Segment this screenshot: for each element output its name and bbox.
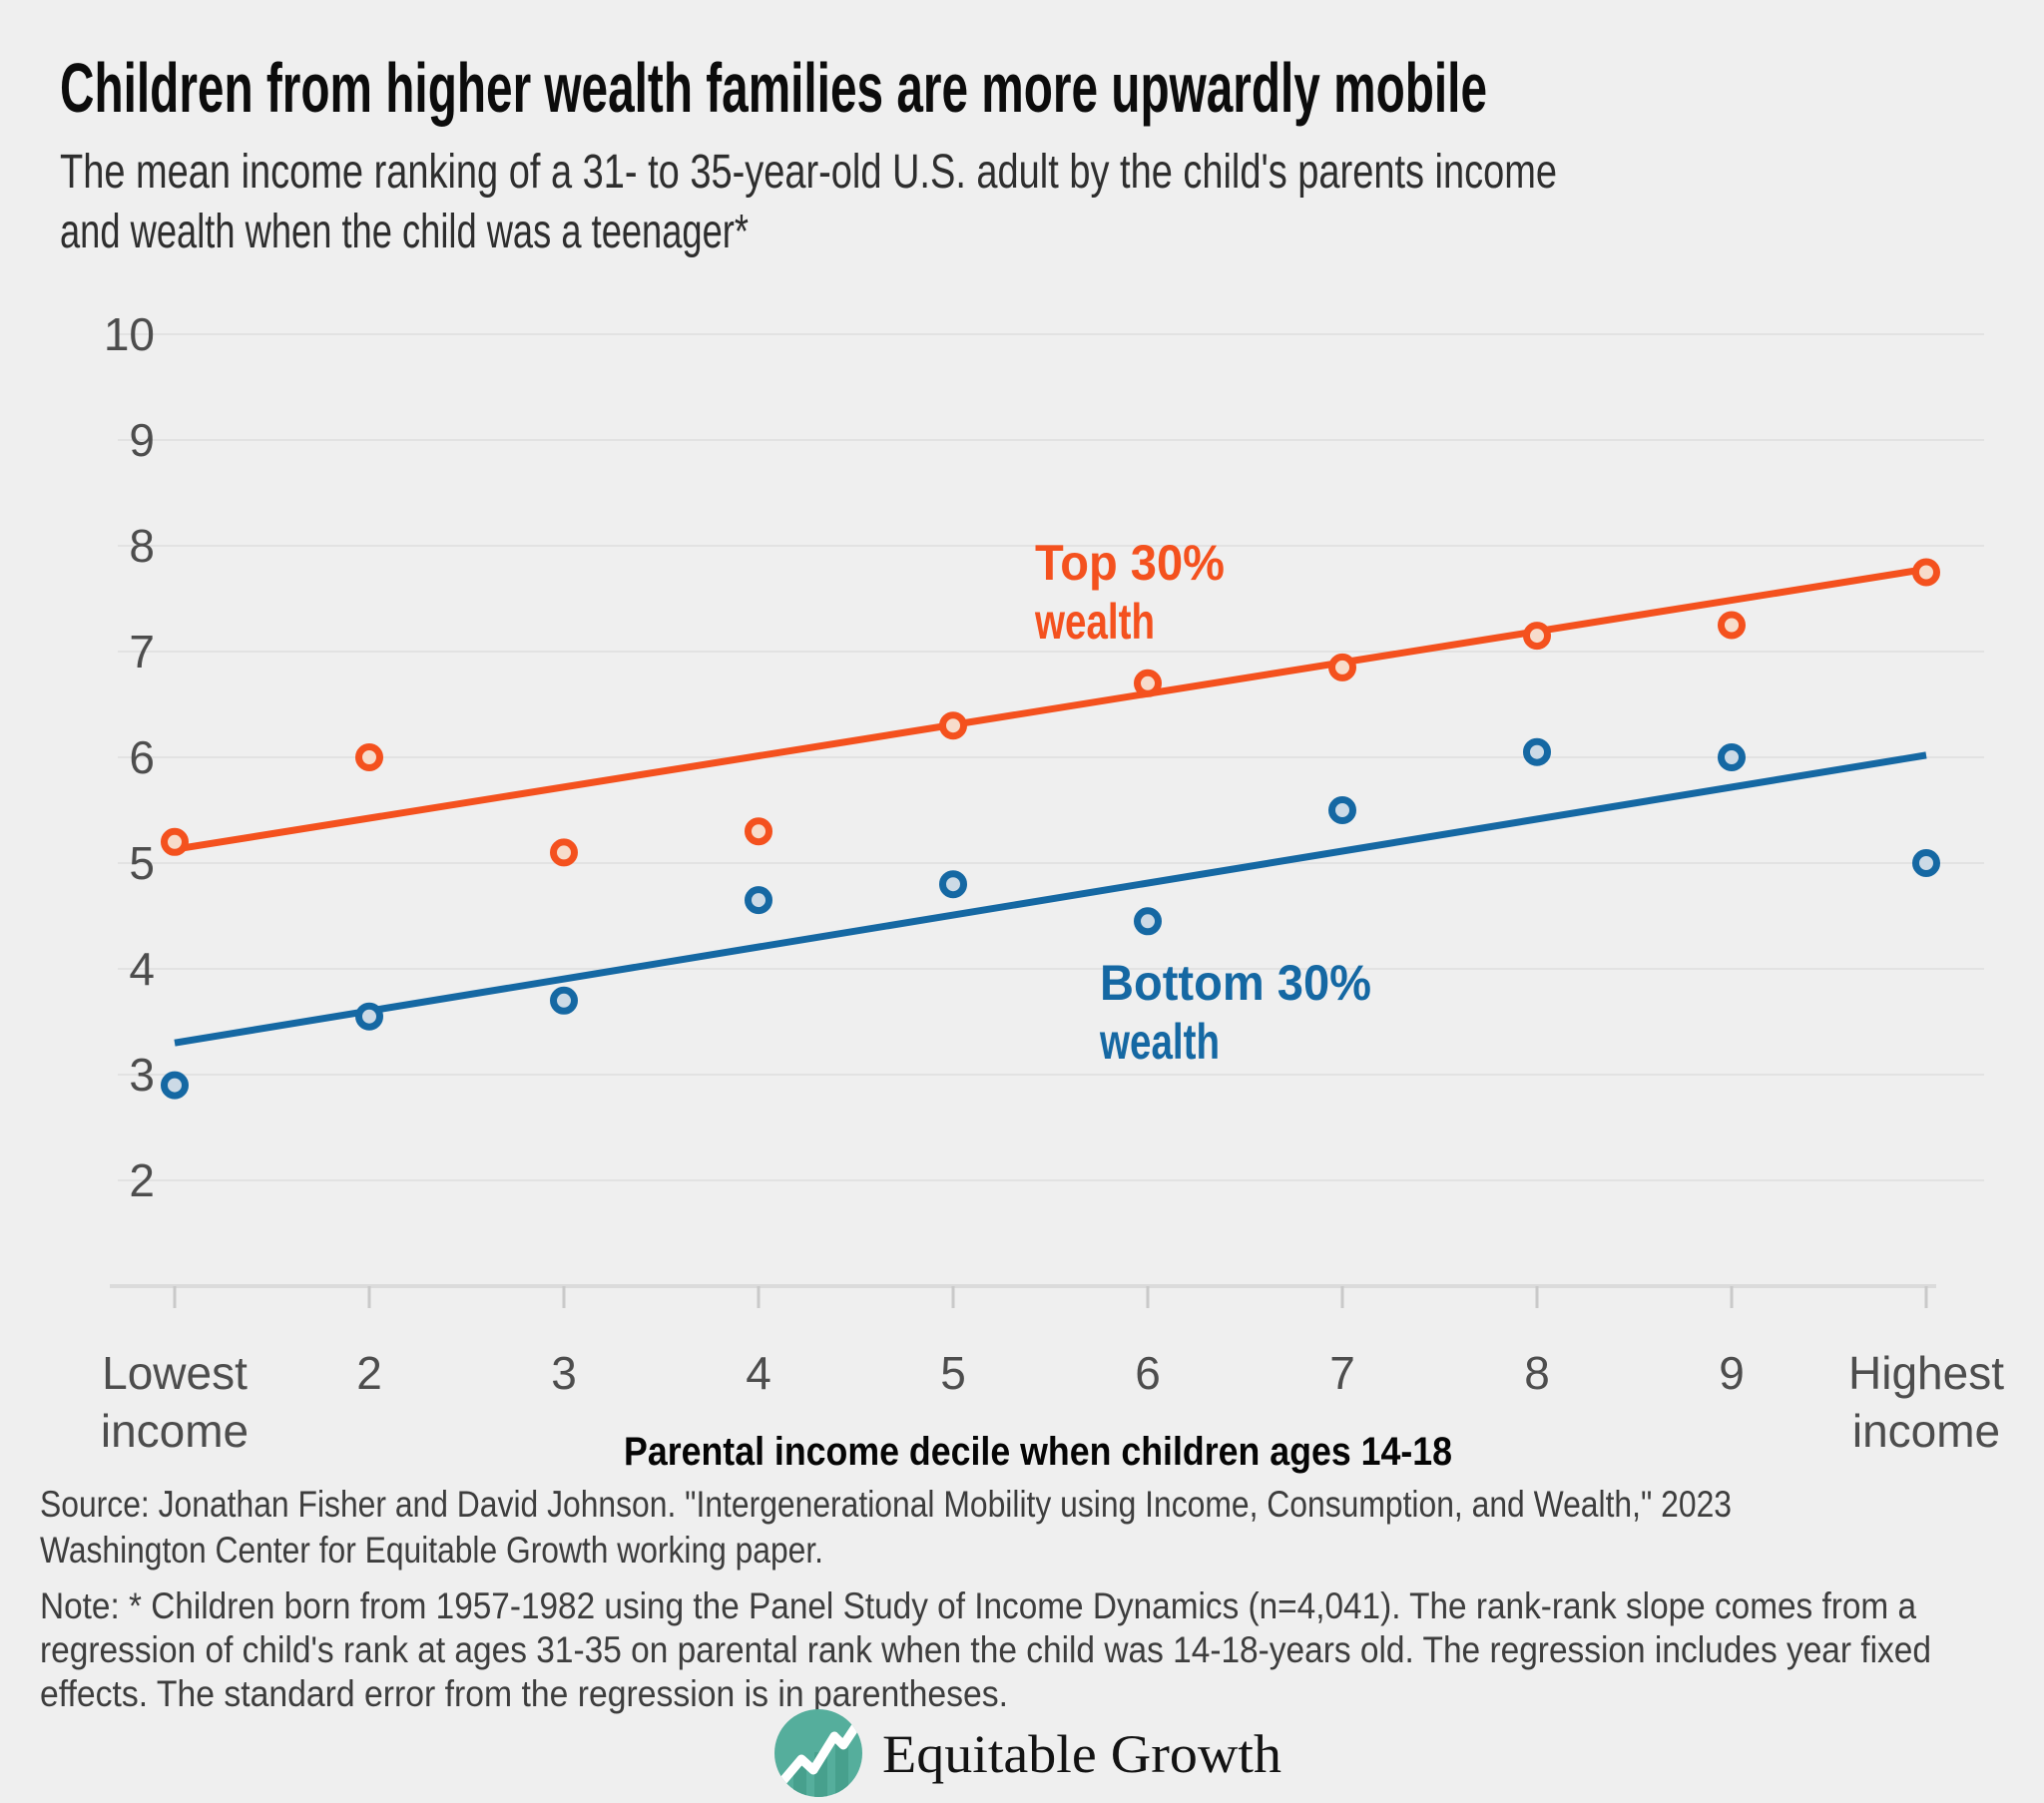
data-point-bottom30-decile-7 <box>1328 796 1356 824</box>
trend-line-top30 <box>174 565 1927 853</box>
data-point-top30-decile-8 <box>1523 622 1551 651</box>
equitable-growth-logo: Equitable Growth <box>774 1709 1281 1797</box>
series-label-top30-line2: wealth <box>1034 594 1155 650</box>
data-point-top30-decile-10 <box>1912 558 1940 587</box>
data-point-top30-decile-5 <box>939 711 967 740</box>
logo-wordmark: Equitable Growth <box>882 1724 1281 1784</box>
note-line3: effects. The standard error from the reg… <box>40 1673 1008 1714</box>
x-tick-label-4: 4 <box>746 1347 771 1399</box>
y-tick-label-8: 8 <box>129 520 155 572</box>
x-tick-label-6: 6 <box>1135 1347 1161 1399</box>
y-tick-label-10: 10 <box>104 308 155 360</box>
y-tick-label-9: 9 <box>129 414 155 466</box>
y-tick-label-2: 2 <box>129 1154 155 1206</box>
data-point-bottom30-decile-2 <box>355 1002 383 1031</box>
x-tick-label-3: 3 <box>551 1347 577 1399</box>
data-point-bottom30-decile-3 <box>550 986 578 1015</box>
source-line2: Washington Center for Equitable Growth w… <box>40 1530 823 1571</box>
data-point-bottom30-decile-9 <box>1718 743 1746 771</box>
plot-area: 10 9 8 7 6 5 4 3 2 Lowest income 2 3 4 5 6 7 8 9 Highest inc… <box>101 308 2004 1457</box>
logo-trend-icon <box>774 1713 862 1790</box>
data-point-bottom30-decile-10 <box>1912 849 1940 877</box>
data-point-top30-decile-9 <box>1718 611 1746 640</box>
series-label-bottom30-line1: Bottom 30% <box>1100 955 1371 1011</box>
note-line2: regression of child's rank at ages 31-35… <box>40 1629 1931 1670</box>
x-tick-label-9: 9 <box>1719 1347 1745 1399</box>
x-tick-label-5: 5 <box>940 1347 966 1399</box>
data-point-bottom30-decile-6 <box>1134 907 1162 936</box>
y-tick-label-3: 3 <box>129 1049 155 1101</box>
chart-subtitle-line2: and wealth when the child was a teenager… <box>60 206 749 258</box>
x-tick-label-7: 7 <box>1329 1347 1355 1399</box>
data-point-bottom30-decile-5 <box>939 870 967 899</box>
chart-subtitle-line1: The mean income ranking of a 31- to 35-y… <box>60 146 1557 199</box>
y-tick-label-5: 5 <box>129 837 155 889</box>
x-tick-label-8: 8 <box>1524 1347 1550 1399</box>
note-line1: Note: * Children born from 1957-1982 usi… <box>40 1585 1916 1626</box>
data-point-top30-decile-3 <box>550 838 578 867</box>
series-label-bottom30-line2: wealth <box>1099 1014 1220 1070</box>
x-tick-label-1: income <box>101 1405 249 1457</box>
data-point-top30-decile-7 <box>1328 653 1356 681</box>
series-label-top30-line1: Top 30% <box>1035 535 1225 591</box>
data-point-top30-decile-2 <box>355 743 383 771</box>
data-point-top30-decile-1 <box>161 827 189 856</box>
y-tick-label-4: 4 <box>129 943 155 995</box>
trend-line-bottom30 <box>174 751 1927 1047</box>
data-point-top30-decile-4 <box>745 817 772 846</box>
y-tick-label-7: 7 <box>129 626 155 677</box>
data-point-bottom30-decile-8 <box>1523 737 1551 766</box>
data-point-bottom30-decile-1 <box>161 1071 189 1100</box>
x-axis-title: Parental income decile when children age… <box>624 1430 1452 1474</box>
page-title: Children from higher wealth families are… <box>60 49 1487 127</box>
x-tick-label-1: Lowest <box>102 1347 248 1399</box>
x-tick-label-2: 2 <box>356 1347 382 1399</box>
source-line1: Source: Jonathan Fisher and David Johnso… <box>40 1484 1732 1525</box>
data-point-bottom30-decile-4 <box>745 886 772 915</box>
data-point-top30-decile-6 <box>1134 669 1162 697</box>
x-tick-label-10: income <box>1852 1405 2000 1457</box>
y-tick-label-6: 6 <box>129 731 155 783</box>
x-tick-label-10: Highest <box>1848 1347 2004 1399</box>
